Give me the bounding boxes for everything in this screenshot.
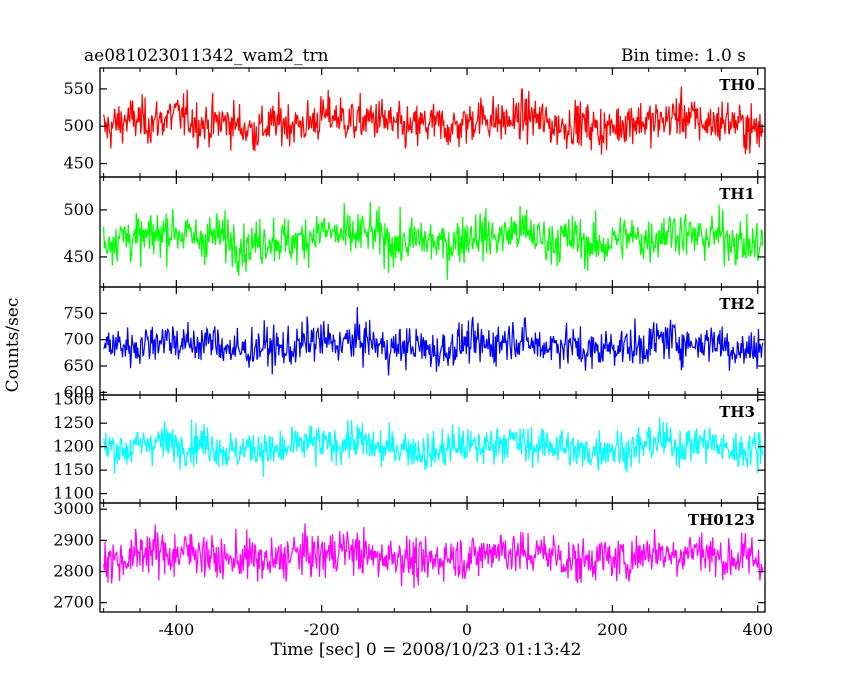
x-tick-label: -400 — [158, 620, 194, 639]
bin-time-label: Bin time: 1.0 s — [621, 46, 746, 66]
panel-label: TH3 — [719, 403, 755, 421]
panel-th0123: 2700 2800 2900 3000 TH0123 — [53, 499, 766, 613]
chart-title: ae081023011342_wam2_trn — [84, 46, 329, 66]
y-tick-label: 2800 — [53, 562, 94, 581]
y-axis-title: Counts/sec — [3, 298, 23, 393]
y-tick-label: 550 — [63, 79, 94, 98]
y-tick-label: 450 — [63, 247, 94, 266]
y-tick-label: 500 — [63, 116, 94, 135]
y-tick-label: 500 — [63, 200, 94, 219]
y-tick-label: 700 — [63, 330, 94, 349]
y-tick-label: 1100 — [53, 484, 94, 503]
panel-label: TH0123 — [688, 511, 755, 529]
x-tick-label: 400 — [742, 620, 773, 639]
y-tick-label: 3000 — [53, 499, 94, 518]
panel-label: TH0 — [719, 76, 755, 94]
x-tick-label: 200 — [597, 620, 628, 639]
y-tick-label: 2900 — [53, 530, 94, 549]
y-tick-label: 450 — [63, 154, 94, 173]
y-tick-label: 600 — [63, 382, 94, 401]
x-axis: -400 -200 0 200 400 — [158, 620, 773, 639]
panel-th1: 450 500 TH1 — [63, 176, 766, 288]
y-tick-label: 2700 — [53, 593, 94, 612]
y-tick-label: 1250 — [53, 413, 94, 432]
panel-frame — [99, 502, 766, 613]
panel-th0: 450 500 550 TH0 — [63, 67, 766, 178]
x-tick-label: 0 — [462, 620, 472, 639]
y-tick-label: 1300 — [53, 390, 94, 409]
panel-th3: 1100 1150 1200 1250 1300 TH3 — [53, 390, 766, 504]
panel-label: TH2 — [719, 295, 755, 313]
x-tick-label: -200 — [304, 620, 340, 639]
series-th0123-line — [103, 523, 764, 589]
series-th1-line — [103, 201, 764, 280]
y-tick-label: 1200 — [53, 437, 94, 456]
series-th0-line — [103, 86, 764, 155]
series-th3-line — [103, 418, 764, 477]
y-tick-label: 1150 — [53, 460, 94, 479]
panels-group: 450 500 550 TH0 450 500 TH1 600 650 700 750 TH2 1100… — [53, 67, 766, 613]
series-th2-line — [103, 306, 764, 376]
x-axis-title: Time [sec] 0 = 2008/10/23 01:13:42 — [271, 640, 582, 660]
panel-th2: 600 650 700 750 TH2 — [63, 286, 766, 401]
panel-label: TH1 — [719, 185, 755, 203]
y-tick-label: 750 — [63, 303, 94, 322]
y-tick-label: 650 — [63, 356, 94, 375]
